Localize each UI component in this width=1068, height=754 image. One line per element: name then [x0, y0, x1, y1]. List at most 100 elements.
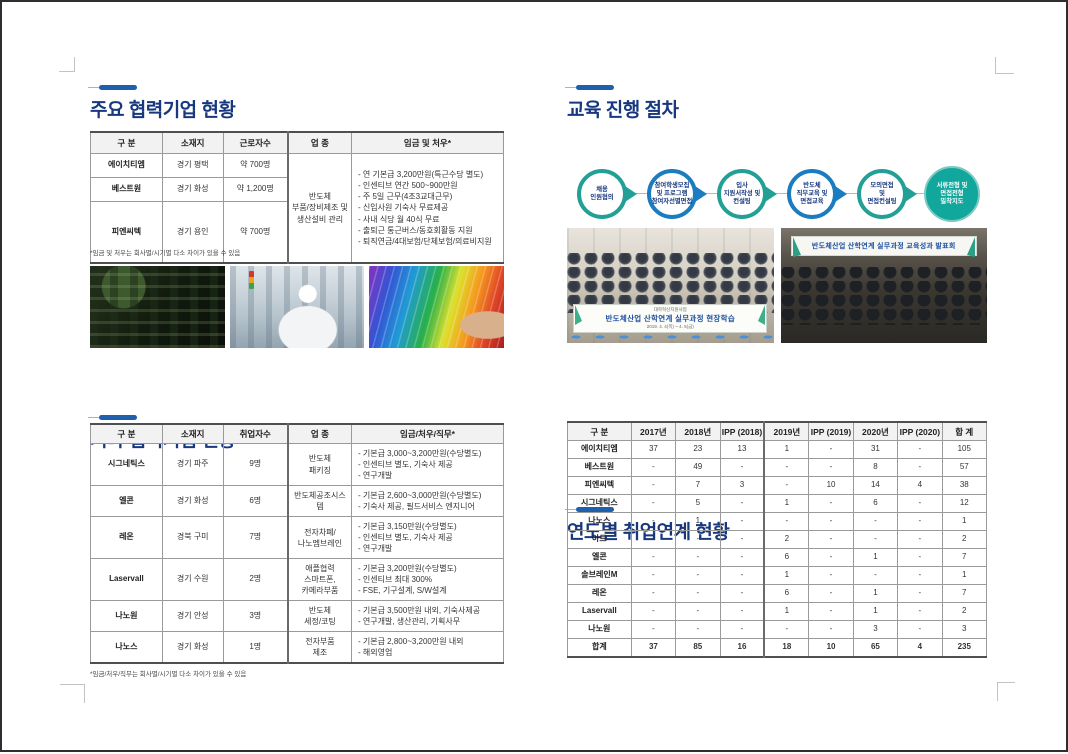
value-cell: 1 — [852, 584, 899, 603]
value-cell: - — [897, 548, 943, 567]
title-accent-bar — [88, 415, 137, 420]
hire-count: 7명 — [222, 516, 289, 560]
value-cell: - — [719, 458, 765, 477]
company-location: 경기 평택 — [161, 153, 224, 178]
details-cell: - 기본급 3,000~3,200만원(수당별도) - 인센티브 별도, 기숙사 … — [350, 442, 505, 487]
value-cell: - — [719, 494, 765, 513]
text-line: 서류전형 및 — [936, 181, 968, 189]
table-header-row: 구 분 소재지 취업자수 업 종 임금/처우/직무* — [90, 423, 505, 444]
arrow-right-icon — [905, 186, 917, 202]
details-cell: - 기본급 3,200만원(수당별도) - 인센티브 최대 300% - FSE, … — [350, 558, 505, 602]
total-row: 합계 37 85 16 18 10 65 4 235 — [567, 638, 988, 658]
value-cell: 8 — [852, 458, 899, 477]
text-line: 나노멤브레인 — [297, 538, 343, 548]
value-cell: - — [763, 458, 810, 477]
table-row: 아트 - - -2- - -2 — [567, 530, 988, 549]
table-row: 레온 - - -6-1-7 — [567, 584, 988, 603]
value-cell: - — [675, 584, 721, 603]
text-line: - 기본급 3,200만원(수당별도) — [357, 564, 457, 574]
value-cell: - — [763, 620, 810, 639]
hire-count: 9명 — [222, 442, 289, 487]
hire-count: 2명 — [222, 558, 289, 602]
value-cell: - — [630, 620, 677, 639]
value-cell: 2 — [941, 530, 988, 549]
section-process-title: 교육 진행 절차 — [565, 85, 987, 122]
circle-area: 모의면접 및 면접컨설팅 — [857, 166, 917, 222]
value-cell: 85 — [675, 638, 721, 658]
table-row: 나노원 - - - - -3-3 — [567, 620, 988, 639]
column-header: 임금/처우/직무* — [350, 423, 505, 444]
value-cell: - — [808, 440, 854, 459]
table-row: 피엔씨텍 경기 용인 약 700명 — [90, 201, 504, 264]
text-line: - 기본급 2,600~3,000만원(수당별도) — [357, 491, 482, 501]
value-cell: 1 — [941, 512, 988, 531]
column-header: 소재지 — [161, 423, 224, 444]
title-accent-bar — [88, 85, 137, 90]
value-cell: 37 — [630, 440, 677, 459]
section-major-partners-title: 주요 협력기업 현황 — [88, 85, 504, 122]
value-cell: 2 — [941, 602, 988, 621]
text-line: 전자부품 — [305, 637, 335, 647]
circle-area: 서류전형 및 면접전형 밀착지도 — [924, 166, 980, 222]
value-cell: - — [719, 530, 765, 549]
value-cell: 13 — [719, 440, 765, 459]
company-workers: 약 700명 — [222, 201, 289, 264]
text-line: - 사내 식당 월 40식 무료 — [357, 214, 440, 224]
row-label: 레온 — [567, 584, 632, 603]
text-line: - 연구개발 — [357, 544, 393, 554]
value-cell: 235 — [941, 638, 988, 658]
value-cell: 6 — [763, 584, 810, 603]
company-location: 경기 용인 — [161, 201, 224, 264]
text-line: 채용 — [596, 185, 608, 193]
details-cell: - 기본급 3,150만원(수당별도) - 인센티브 별도, 기숙사 제공 - 연구… — [350, 516, 505, 560]
value-cell: - — [808, 566, 854, 585]
diagram-connector-line — [597, 193, 957, 194]
value-cell: - — [719, 584, 765, 603]
company-location: 경기 수원 — [161, 558, 224, 602]
row-label: 피엔씨텍 — [567, 476, 632, 495]
column-header: IPP (2019) — [808, 421, 854, 441]
text-line: 직무교육 및 — [796, 189, 828, 197]
text-line: - 연구개발 — [357, 471, 393, 481]
table-row: 피엔씨텍 -7 3-10 14 4 38 — [567, 476, 988, 495]
value-cell: - — [719, 566, 765, 585]
column-header: 근로자수 — [222, 131, 289, 154]
details-cell: - 기본급 3,500만원 내외, 기숙사제공 - 연구개발, 생산관리, 기획사… — [350, 600, 505, 633]
value-cell: 10 — [808, 476, 854, 495]
value-cell: - — [852, 566, 899, 585]
row-label: 나노스 — [567, 512, 632, 531]
text-line: 패키징 — [308, 465, 331, 475]
value-cell: 3 — [719, 476, 765, 495]
company-name: 레온 — [90, 516, 163, 560]
row-label: 베스트원 — [567, 458, 632, 477]
value-cell: 3 — [852, 620, 899, 639]
row-label: 솔브레인M — [567, 566, 632, 585]
shoe-covers — [567, 332, 774, 343]
value-cell: 38 — [941, 476, 988, 495]
text-line: 참여자선별면접 — [651, 198, 693, 206]
crowd-silhouettes — [780, 267, 987, 325]
table-header-row: 구 분 2017년 2018년 IPP (2018) 2019년 IPP (2019) 20… — [567, 421, 988, 441]
text-line: 스마트폰, — [304, 575, 336, 585]
company-location: 경북 구미 — [161, 516, 224, 560]
value-cell: - — [852, 530, 899, 549]
value-cell: - — [630, 512, 677, 531]
major-table-footnote: *임금 및 처우는 회사별/시기별 다소 차이가 있을 수 있음 — [90, 250, 241, 257]
section-title: 교육 진행 절차 — [567, 100, 679, 121]
value-cell: - — [897, 602, 943, 621]
industry-cell: 전자부품 제조 — [286, 631, 352, 664]
value-cell: 5 — [675, 494, 721, 513]
value-cell: 1 — [763, 602, 810, 621]
column-header: IPP (2018) — [719, 421, 765, 441]
text-line: - 기본급 3,150만원(수당별도) — [357, 522, 457, 532]
value-cell: - — [719, 512, 765, 531]
value-cell: 6 — [852, 494, 899, 513]
text-line: - 기본급 2,800~3,200만원 내외 — [357, 637, 464, 647]
value-cell: - — [630, 566, 677, 585]
company-workers: 약 700명 — [222, 153, 289, 178]
text-line: 및 프로그램 — [656, 189, 688, 197]
value-cell: - — [808, 530, 854, 549]
company-name: 시그네틱스 — [90, 442, 163, 487]
column-header: 업 종 — [286, 131, 352, 154]
text-line: - 기숙사 제공, 필드서비스 엔지니어 — [357, 502, 475, 512]
